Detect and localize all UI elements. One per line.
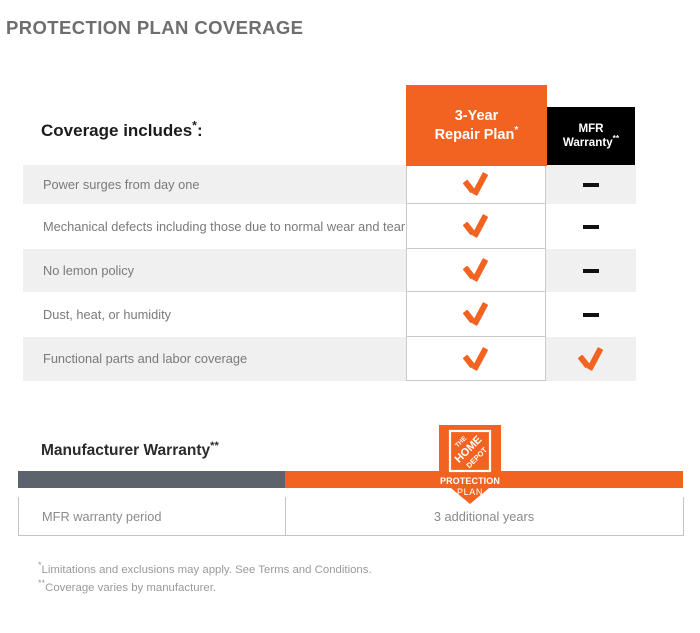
- repair-plan-line1: 3-Year: [454, 108, 499, 125]
- manufacturer-warranty-asterisks: **: [210, 439, 219, 452]
- mfr-warranty-cell: [546, 249, 636, 292]
- dash-icon: [583, 268, 599, 273]
- checkmark-icon: [576, 346, 606, 372]
- timeline-tick-start: [18, 497, 19, 536]
- table-row: Mechanical defects including those due t…: [23, 204, 636, 249]
- mfr-line2-wrap: Warranty**: [562, 133, 620, 150]
- dash-icon: [583, 224, 599, 229]
- manufacturer-warranty-text: Manufacturer Warranty: [41, 442, 211, 459]
- timeline-tick-end: [683, 497, 684, 536]
- table-row: No lemon policy: [23, 249, 636, 292]
- mfr-asterisks: **: [612, 133, 620, 144]
- timeline-axis-line: [18, 535, 684, 536]
- timeline-label-additional-years: 3 additional years: [433, 509, 535, 524]
- checkmark-icon: [461, 257, 491, 283]
- table-row: Dust, heat, or humidity: [23, 292, 636, 337]
- checkmark-icon: [461, 171, 491, 197]
- footnote-text: Limitations and exclusions may apply. Se…: [41, 564, 372, 576]
- dash-icon: [583, 312, 599, 317]
- coverage-includes-heading: Coverage includes*:: [41, 118, 203, 141]
- footnote-text: Coverage varies by manufacturer.: [45, 582, 217, 595]
- dash-icon: [583, 182, 599, 187]
- repair-plan-cell: [406, 249, 546, 292]
- mfr-warranty-cell: [546, 337, 636, 381]
- footnotes: *Limitations and exclusions may apply. S…: [38, 561, 372, 598]
- mfr-warranty-cell: [546, 165, 636, 204]
- table-row: Functional parts and labor coverage: [23, 337, 636, 381]
- page-title: PROTECTION PLAN COVERAGE: [6, 17, 304, 38]
- manufacturer-warranty-title: Manufacturer Warranty**: [41, 439, 219, 460]
- repair-plan-cell: [406, 337, 546, 381]
- coverage-includes-asterisk: *: [192, 118, 197, 133]
- repair-plan-cell: [406, 292, 546, 337]
- coverage-feature-label: Power surges from day one: [43, 176, 200, 192]
- timeline-bar-mfr-segment: [18, 471, 285, 488]
- footnote-marker: *: [38, 560, 42, 571]
- mfr-line2: Warranty: [562, 136, 613, 149]
- shield-icon: THE HOME DEPOT PROTECTION PLAN: [439, 425, 501, 504]
- repair-plan-asterisk: *: [514, 124, 519, 136]
- checkmark-icon: [461, 213, 491, 239]
- coverage-feature-label: Mechanical defects including those due t…: [43, 218, 406, 234]
- coverage-feature-label: Functional parts and labor coverage: [43, 351, 248, 367]
- repair-plan-line2-wrap: Repair Plan*: [434, 124, 519, 144]
- svg-text:PROTECTION: PROTECTION: [440, 476, 500, 486]
- repair-plan-line2: Repair Plan: [434, 126, 515, 143]
- footnote: *Limitations and exclusions may apply. S…: [38, 561, 372, 579]
- repair-plan-cell: [406, 204, 546, 249]
- coverage-feature-label: Dust, heat, or humidity: [43, 306, 172, 322]
- mfr-line1: MFR: [578, 121, 604, 135]
- coverage-includes-text: Coverage includes: [41, 121, 193, 140]
- footnote-marker: **: [38, 578, 46, 589]
- home-depot-protection-plan-badge: THE HOME DEPOT PROTECTION PLAN: [437, 423, 503, 506]
- timeline-label-mfr-period: MFR warranty period: [42, 509, 162, 524]
- timeline-bar-plan-segment: [18, 471, 683, 488]
- coverage-feature-label: No lemon policy: [43, 262, 135, 278]
- mfr-warranty-cell: [546, 204, 636, 249]
- footnote: **Coverage varies by manufacturer.: [38, 579, 372, 597]
- timeline-tick-middle: [285, 497, 286, 536]
- checkmark-icon: [461, 301, 491, 327]
- coverage-comparison-table: Power surges from day one Mechanical defe…: [23, 165, 636, 381]
- coverage-includes-colon: :: [196, 121, 203, 140]
- column-header-mfr-warranty: MFR Warranty**: [547, 107, 635, 165]
- svg-text:PLAN: PLAN: [457, 487, 483, 497]
- checkmark-icon: [461, 346, 491, 372]
- mfr-warranty-cell: [546, 292, 636, 337]
- table-row: Power surges from day one: [23, 165, 636, 204]
- repair-plan-cell: [406, 165, 546, 204]
- column-header-repair-plan: 3-Year Repair Plan*: [406, 85, 547, 166]
